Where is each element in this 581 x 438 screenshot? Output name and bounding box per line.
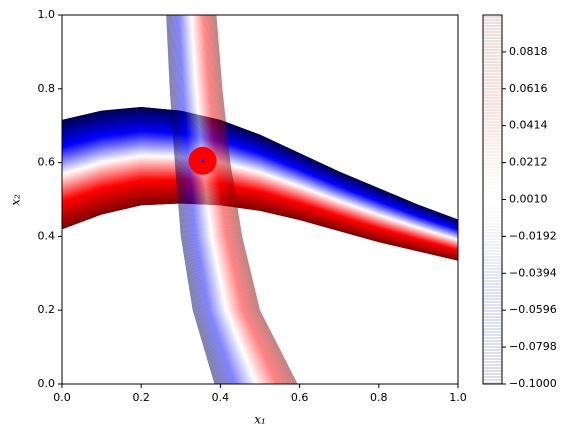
colorbar-tick-label: −0.0394 [509, 266, 557, 279]
y-tick-label: 0.6 [38, 156, 56, 169]
x-tick-label: 0.0 [53, 391, 71, 404]
plot-area [62, 15, 458, 384]
y-axis-label: x₂ [9, 194, 23, 206]
band-edge [62, 202, 458, 261]
x-tick-label: 0.8 [370, 391, 388, 404]
x-tick-label: 1.0 [449, 391, 467, 404]
x-tick-label: 0.6 [291, 391, 309, 404]
x-axis-label: x₁ [254, 413, 266, 427]
marker [201, 159, 205, 163]
x-tick-label: 0.2 [132, 391, 150, 404]
colorbar-tick-label: −0.0798 [509, 340, 557, 353]
y-tick-label: 0.4 [38, 229, 56, 242]
y-tick-label: 1.0 [38, 8, 56, 21]
colorbar-tick-label: 0.0616 [509, 82, 548, 95]
colorbar-tick-label: 0.0818 [509, 45, 548, 58]
colorbar-tick-label: −0.0596 [509, 303, 557, 316]
colorbar-tick-label: −0.1000 [509, 377, 557, 390]
colorbar-tick-label: 0.0010 [509, 193, 548, 206]
x-tick-label: 0.4 [212, 391, 230, 404]
y-tick-label: 0.8 [38, 82, 56, 95]
colorbar-tick-label: −0.0192 [509, 229, 557, 242]
axes-frame [61, 14, 459, 385]
band-edge [62, 106, 458, 221]
colorbar-tick-label: 0.0414 [509, 119, 548, 132]
colorbar-tick-label: 0.0212 [509, 156, 548, 169]
y-tick-label: 0.2 [38, 303, 56, 316]
y-tick-label: 0.0 [38, 377, 56, 390]
